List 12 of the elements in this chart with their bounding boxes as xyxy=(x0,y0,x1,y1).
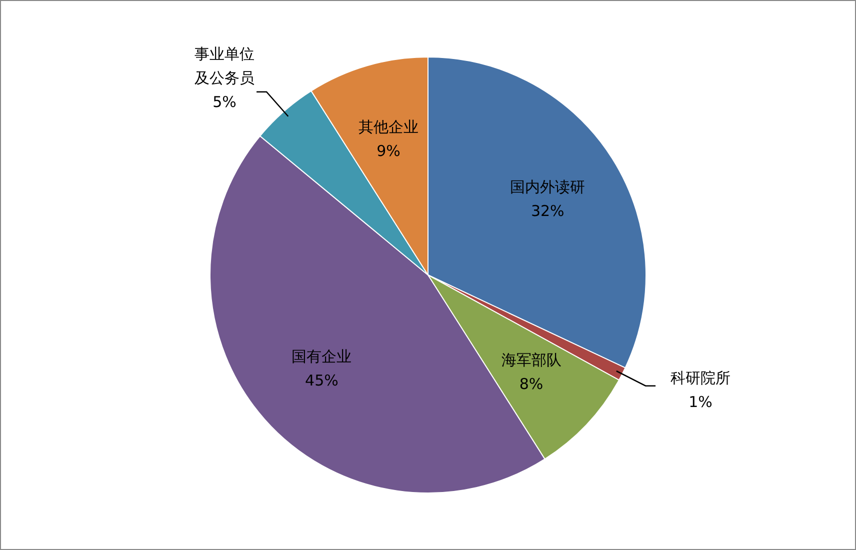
data-label: 1% xyxy=(688,392,712,411)
slice-label: 科研院所 xyxy=(670,368,731,387)
slice-label: 海军部队 xyxy=(501,351,562,369)
data-label: 5% xyxy=(212,92,236,111)
data-label: 45% xyxy=(305,372,338,390)
slice-label: 事业单位及公务员 xyxy=(194,44,255,87)
data-label: 9% xyxy=(376,142,400,160)
slice-label: 国内外读研 xyxy=(510,178,586,196)
data-label: 8% xyxy=(519,375,544,393)
slice-label: 国有企业 xyxy=(292,348,352,366)
data-label: 32% xyxy=(530,202,564,220)
slice-label: 其他企业 xyxy=(358,118,418,136)
